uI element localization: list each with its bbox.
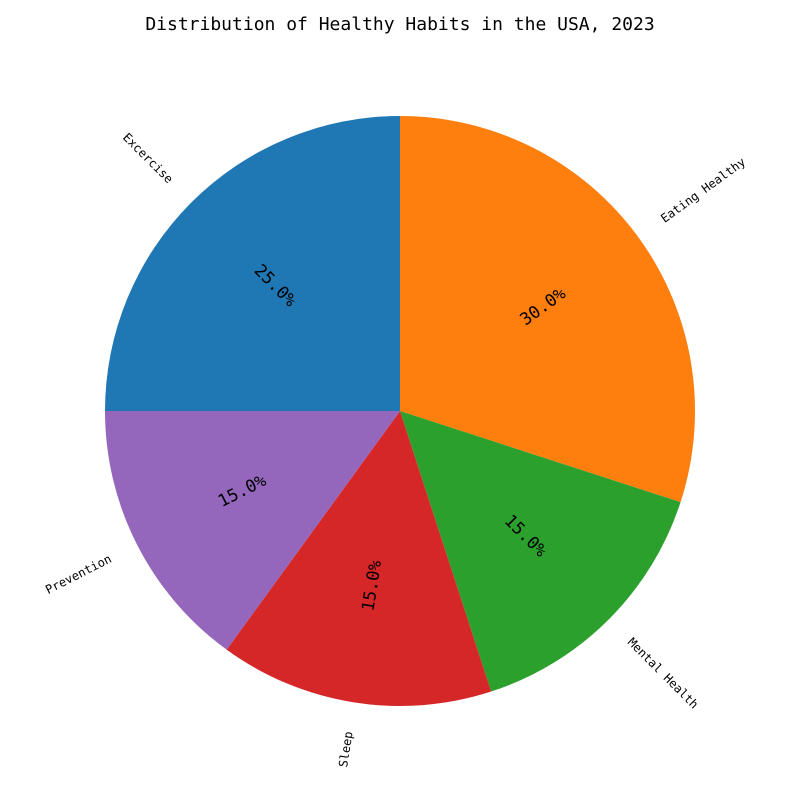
slice-label: Excercise — [120, 130, 176, 186]
pie-slice-mental-health — [400, 411, 681, 692]
slice-label: Eating Healthy — [658, 155, 748, 226]
pie-slice-sleep — [226, 411, 492, 706]
pie-slice-excercise — [105, 116, 400, 411]
pie-slice-eating-healthy — [400, 116, 695, 503]
pie-slice-prevention — [105, 411, 400, 650]
slice-label: Prevention — [43, 552, 114, 597]
slice-label: Mental Health — [625, 635, 701, 711]
chart-title: Distribution of Healthy Habits in the US… — [145, 14, 655, 35]
slice-label: Sleep — [336, 730, 355, 768]
